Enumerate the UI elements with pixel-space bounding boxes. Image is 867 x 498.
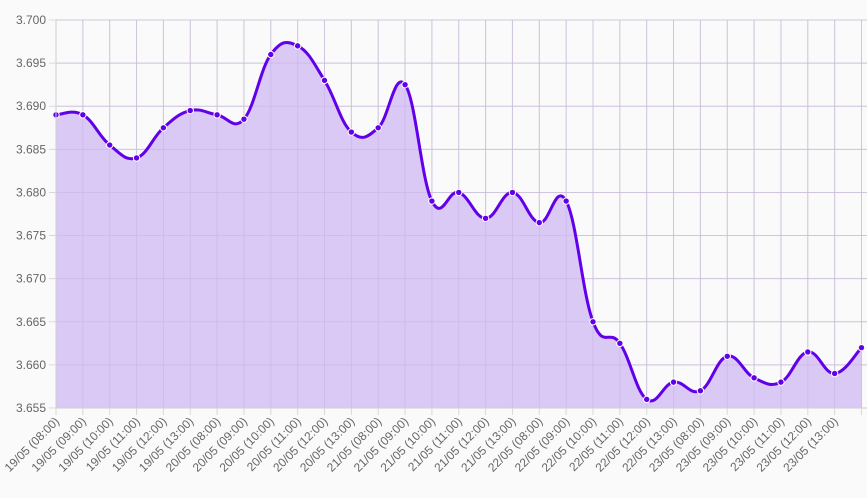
data-point[interactable]: [616, 339, 624, 348]
y-tick-label: 3.665: [16, 315, 46, 329]
data-point[interactable]: [723, 352, 731, 360]
data-point[interactable]: [669, 378, 678, 386]
data-point[interactable]: [347, 128, 356, 136]
data-point[interactable]: [401, 80, 409, 89]
data-point[interactable]: [213, 111, 221, 119]
area-fill: [56, 42, 862, 409]
data-point[interactable]: [777, 378, 785, 386]
y-tick-label: 3.680: [16, 185, 46, 199]
data-point[interactable]: [428, 197, 436, 205]
data-point[interactable]: [830, 369, 839, 378]
data-point[interactable]: [374, 124, 382, 132]
data-point[interactable]: [320, 76, 329, 85]
data-point[interactable]: [455, 188, 463, 197]
data-point[interactable]: [293, 42, 302, 50]
data-point[interactable]: [159, 124, 168, 132]
data-point[interactable]: [643, 395, 651, 404]
grid-over-fill: [55, 19, 867, 409]
data-point[interactable]: [186, 106, 194, 115]
data-point[interactable]: [562, 197, 570, 205]
data-point[interactable]: [508, 188, 517, 197]
x-axis: 19/05 (08:00)19/05 (09:00)19/05 (10:00)1…: [2, 407, 867, 475]
data-point[interactable]: [106, 141, 114, 149]
data-point[interactable]: [857, 343, 866, 352]
data-point[interactable]: [750, 374, 758, 382]
y-axis: 3.700 3.695 3.690 3.685 3.680 3.675 3.670 3.665…: [16, 13, 57, 415]
y-tick-label: 3.695: [16, 56, 46, 70]
data-point[interactable]: [267, 50, 275, 59]
y-tick-label: 3.700: [16, 13, 46, 27]
data-point[interactable]: [132, 154, 141, 162]
data-point[interactable]: [240, 115, 248, 123]
data-point[interactable]: [79, 111, 87, 119]
y-tick-label: 3.655: [16, 401, 46, 415]
y-tick-label: 3.660: [16, 358, 46, 372]
data-points: [52, 42, 866, 404]
y-tick-label: 3.670: [16, 272, 46, 286]
y-tick-label: 3.685: [16, 142, 46, 156]
y-tick-label: 3.690: [16, 99, 46, 113]
data-point[interactable]: [481, 214, 490, 223]
data-point[interactable]: [589, 318, 597, 326]
data-point[interactable]: [535, 218, 543, 227]
data-point[interactable]: [696, 387, 705, 395]
data-point[interactable]: [804, 348, 812, 356]
y-tick-label: 3.675: [16, 229, 46, 243]
